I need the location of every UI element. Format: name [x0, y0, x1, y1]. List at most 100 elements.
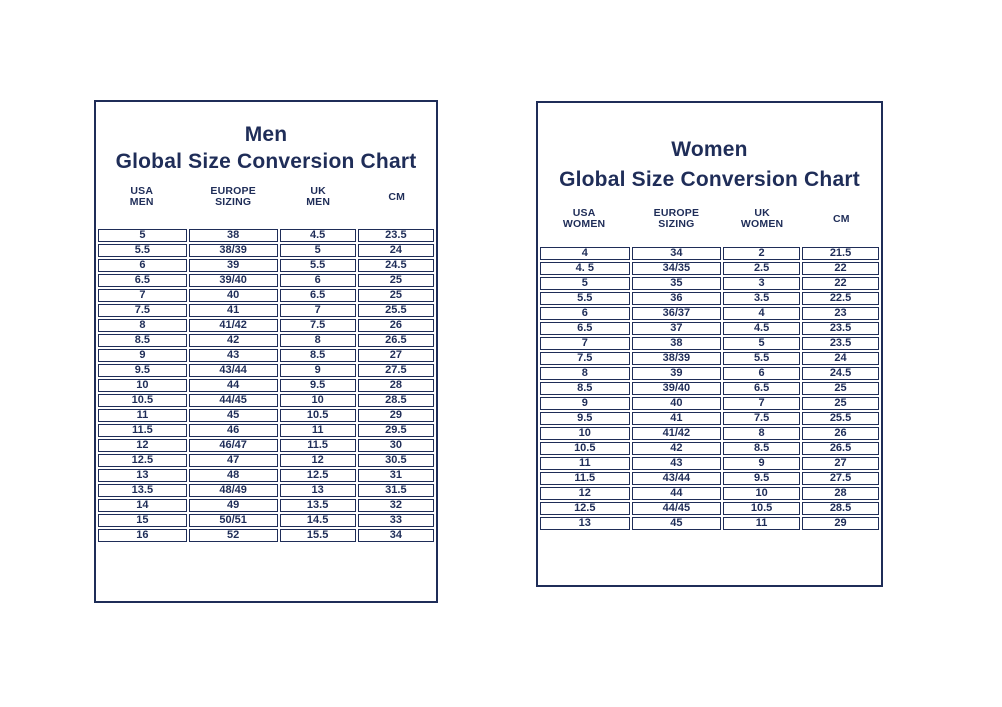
table-cell: 14.5 [279, 514, 356, 527]
table-cell: 8.5 [540, 382, 630, 395]
table-cell: 45 [188, 409, 278, 422]
table-cell: 38/39 [631, 352, 722, 365]
table-row: 11.5 46 11 29.5 [98, 424, 434, 437]
table-cell: 43 [188, 349, 278, 362]
table-cell: 36/37 [631, 307, 722, 320]
table-cell: 12.5 [540, 502, 630, 515]
table-cell: 11.5 [98, 424, 187, 437]
table-cell: 25 [357, 289, 434, 302]
women-chart-header: Women Global Size Conversion Chart USA W… [538, 103, 881, 245]
chart-title: Men [244, 123, 288, 146]
table-cell: 47 [188, 454, 278, 467]
table-row: 11.5 43/44 9.5 27.5 [540, 472, 879, 485]
table-cell: 6.5 [279, 289, 356, 302]
table-cell: 16 [98, 529, 187, 542]
table-cell: 33 [357, 514, 434, 527]
table-cell: 6.5 [98, 274, 187, 287]
table-cell: 10 [540, 427, 630, 440]
table-cell: 12 [540, 487, 630, 500]
table-cell: 7.5 [723, 412, 801, 425]
column-headers: USA WOMEN EUROPE SIZING UK WOMEN CM [538, 208, 881, 230]
table-cell: 23.5 [802, 337, 879, 350]
table-cell: 22.5 [802, 292, 879, 305]
table-cell: 8 [723, 427, 801, 440]
table-cell: 41/42 [631, 427, 722, 440]
table-row: 4 34 2 21.5 [540, 247, 879, 260]
table-cell: 5 [540, 277, 630, 290]
table-row: 13 48 12.5 31 [98, 469, 434, 482]
table-cell: 6 [279, 274, 356, 287]
table-cell: 9.5 [723, 472, 801, 485]
table-row: 6.5 37 4.5 23.5 [540, 322, 879, 335]
table-row: 12 46/47 11.5 30 [98, 439, 434, 452]
table-cell: 8.5 [279, 349, 356, 362]
table-cell: 26.5 [802, 442, 879, 455]
table-cell: 39 [188, 259, 278, 272]
table-cell: 5 [98, 229, 187, 242]
table-cell: 41/42 [188, 319, 278, 332]
table-cell: 12 [279, 454, 356, 467]
table-cell: 5 [723, 337, 801, 350]
chart-subtitle: Global Size Conversion Chart [559, 168, 860, 191]
table-row: 4. 5 34/35 2.5 22 [540, 262, 879, 275]
table-cell: 8 [540, 367, 630, 380]
chart-subtitle: Global Size Conversion Chart [115, 150, 417, 173]
table-cell: 13.5 [98, 484, 187, 497]
table-row: 5 38 4.5 23.5 [98, 229, 434, 242]
table-cell: 27.5 [357, 364, 434, 377]
table-row: 8 41/42 7.5 26 [98, 319, 434, 332]
table-cell: 42 [631, 442, 722, 455]
table-cell: 25 [802, 397, 879, 410]
table-cell: 9 [279, 364, 356, 377]
table-row: 9 40 7 25 [540, 397, 879, 410]
table-cell: 11 [98, 409, 187, 422]
men-table-body: 5 38 4.5 23.5 5.5 38/39 5 24 6 39 5.5 24.5 6.5 39/40 6… [98, 229, 434, 542]
table-row: 12.5 44/45 10.5 28.5 [540, 502, 879, 515]
table-cell: 34 [357, 529, 434, 542]
women-size-table: 4 34 2 21.5 4. 5 34/35 2.5 22 5 35 3 22 5.5 36 3.5 22.5… [538, 245, 881, 532]
table-cell: 9.5 [540, 412, 630, 425]
table-row: 10.5 42 8.5 26.5 [540, 442, 879, 455]
table-cell: 27 [802, 457, 879, 470]
table-cell: 7 [540, 337, 630, 350]
table-cell: 10.5 [723, 502, 801, 515]
table-cell: 10 [98, 379, 187, 392]
table-cell: 29 [357, 409, 434, 422]
table-cell: 10 [723, 487, 801, 500]
table-cell: 50/51 [188, 514, 278, 527]
table-cell: 24 [802, 352, 879, 365]
table-cell: 2.5 [723, 262, 801, 275]
table-row: 16 52 15.5 34 [98, 529, 434, 542]
column-header: UK MEN [306, 185, 331, 208]
table-row: 14 49 13.5 32 [98, 499, 434, 512]
table-cell: 14 [98, 499, 187, 512]
column-header: UK WOMEN [740, 207, 784, 230]
table-cell: 31.5 [357, 484, 434, 497]
table-cell: 36 [631, 292, 722, 305]
table-cell: 5.5 [98, 244, 187, 257]
table-cell: 40 [631, 397, 722, 410]
table-cell: 15 [98, 514, 187, 527]
table-cell: 43/44 [631, 472, 722, 485]
table-cell: 3 [723, 277, 801, 290]
table-cell: 23.5 [357, 229, 434, 242]
table-cell: 11 [723, 517, 801, 530]
table-row: 6 39 5.5 24.5 [98, 259, 434, 272]
table-cell: 4. 5 [540, 262, 630, 275]
table-row: 7 38 5 23.5 [540, 337, 879, 350]
table-cell: 15.5 [279, 529, 356, 542]
column-header: USA MEN [129, 185, 154, 208]
table-row: 13.5 48/49 13 31.5 [98, 484, 434, 497]
table-cell: 12.5 [279, 469, 356, 482]
table-cell: 5.5 [723, 352, 801, 365]
table-cell: 25.5 [802, 412, 879, 425]
table-row: 8 39 6 24.5 [540, 367, 879, 380]
table-cell: 4 [723, 307, 801, 320]
table-cell: 10.5 [279, 409, 356, 422]
table-cell: 38/39 [188, 244, 278, 257]
column-header: CM [388, 190, 406, 203]
table-cell: 26.5 [357, 334, 434, 347]
table-cell: 28.5 [357, 394, 434, 407]
table-cell: 12 [98, 439, 187, 452]
table-cell: 21.5 [802, 247, 879, 260]
